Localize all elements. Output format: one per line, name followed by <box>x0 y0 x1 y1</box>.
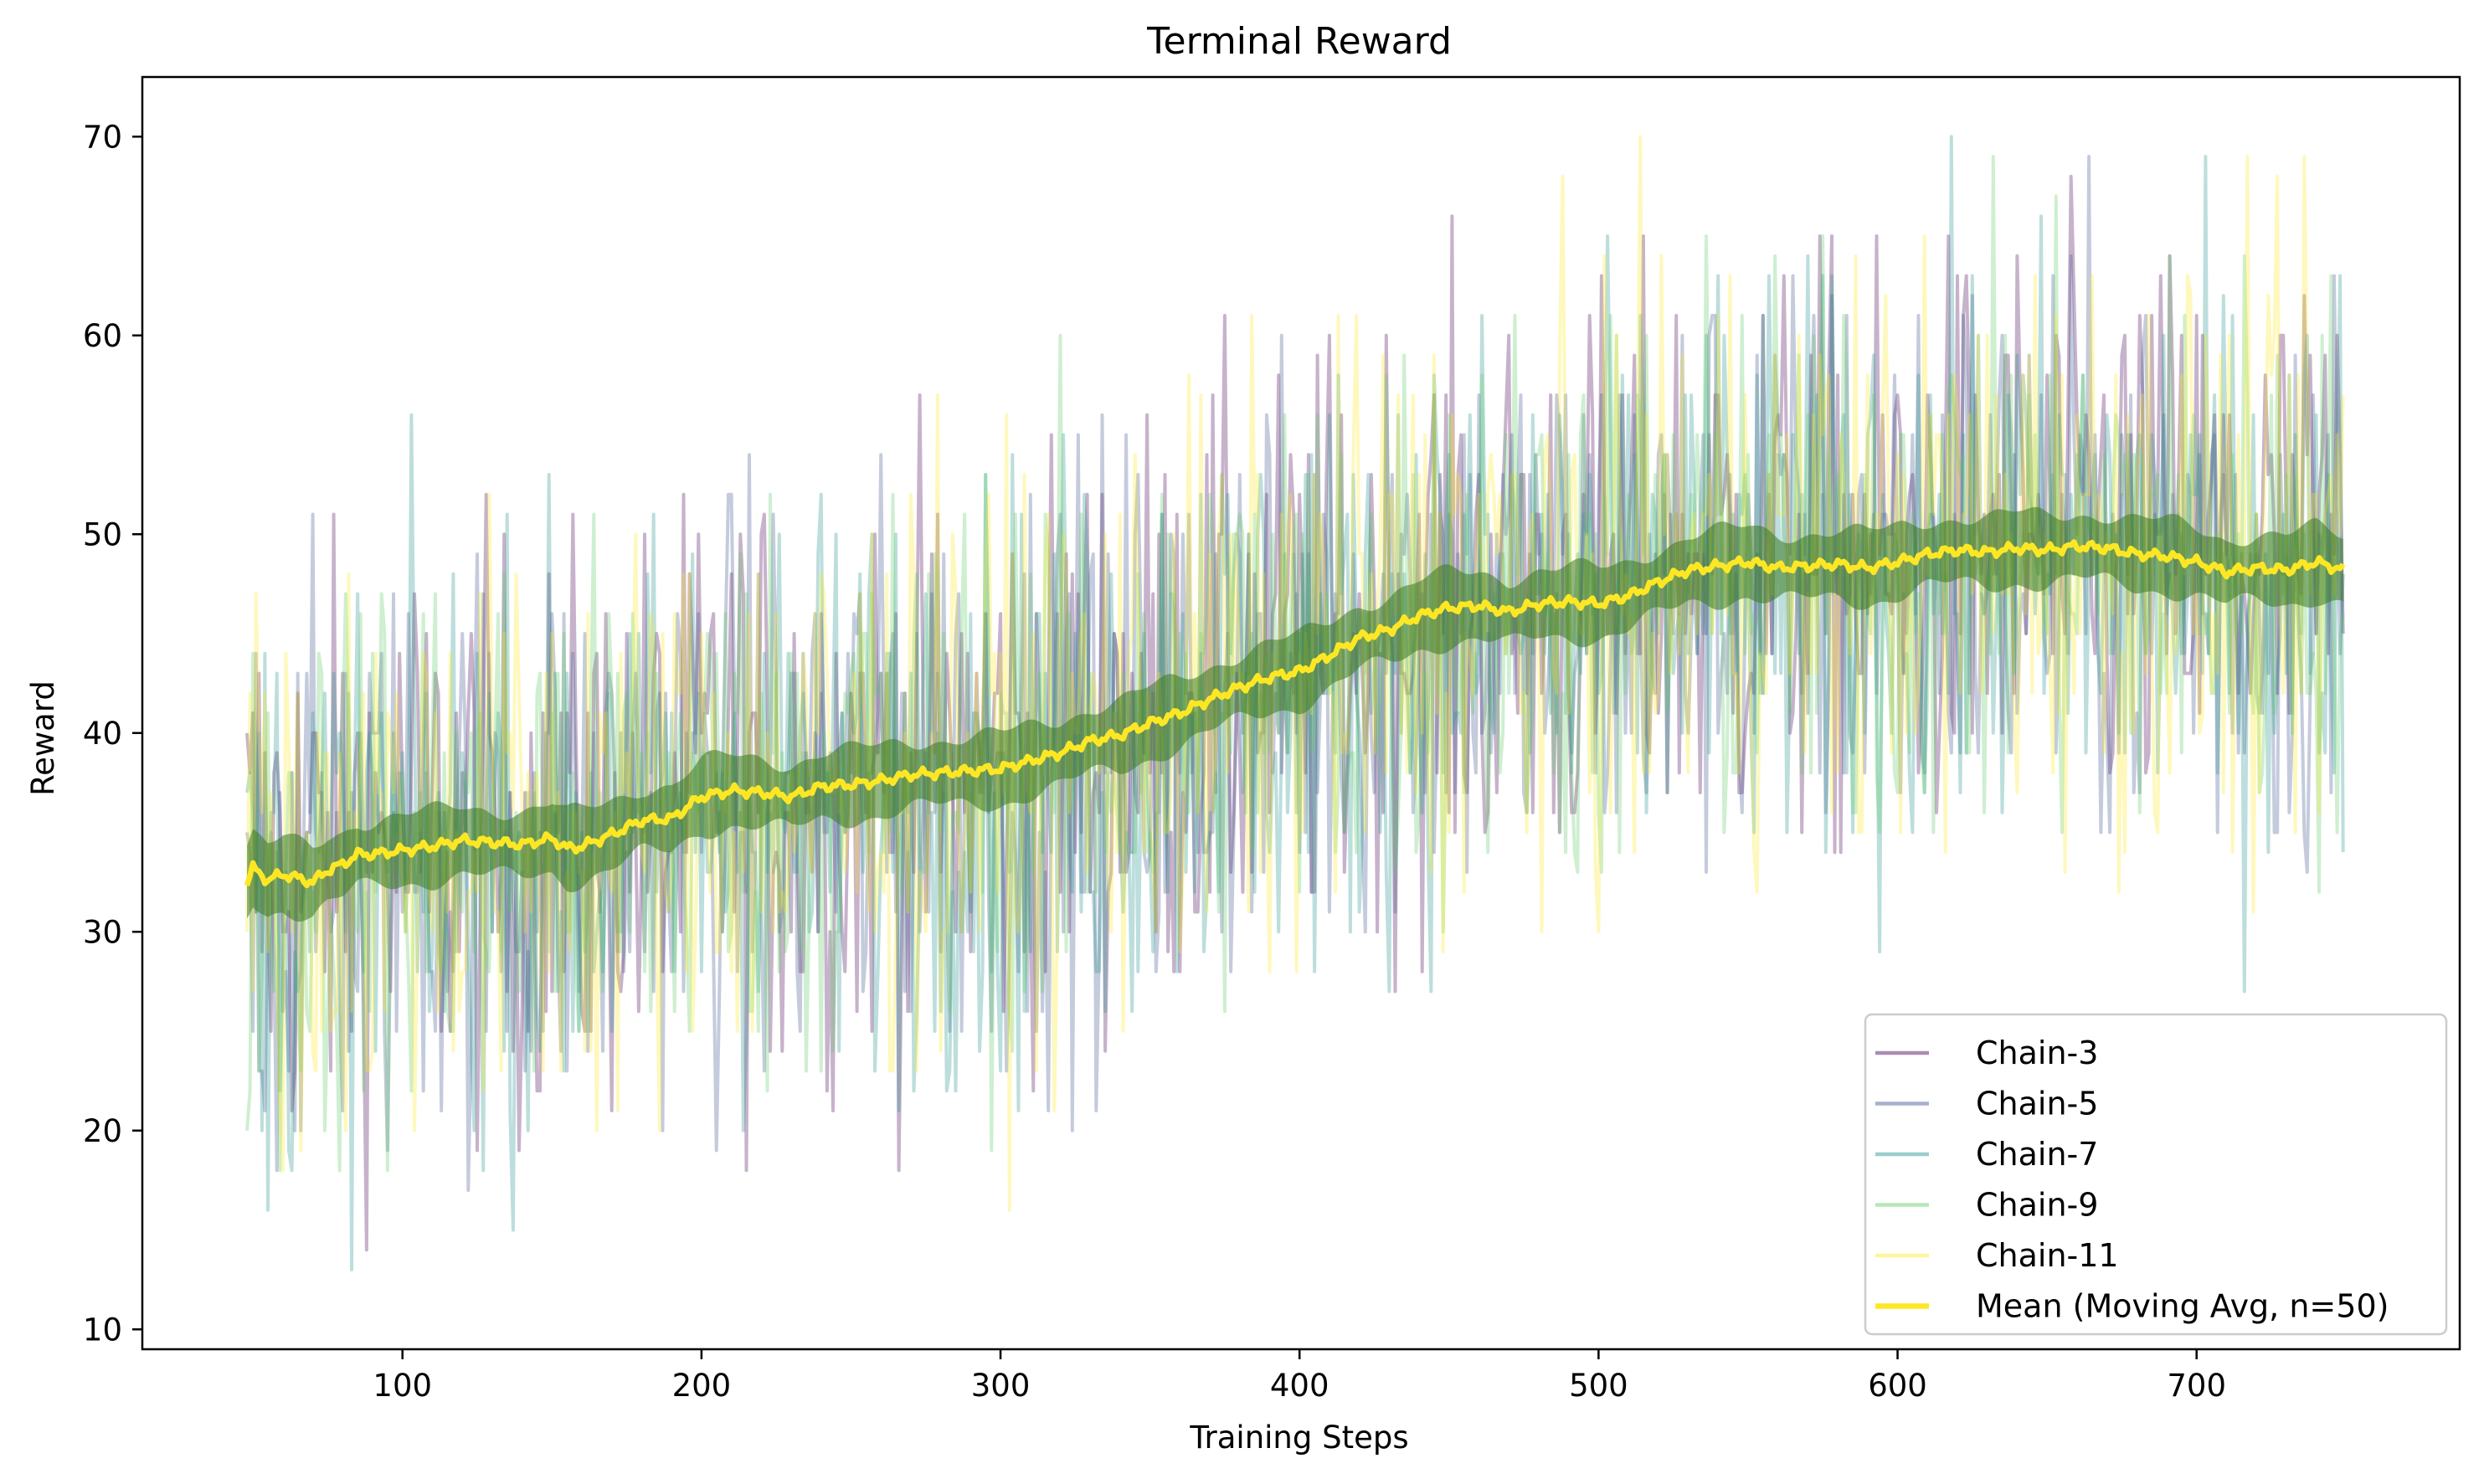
series-line-chain-3 <box>245 174 2345 1252</box>
series-line-chain-11 <box>245 135 2345 1212</box>
x-tick-label: 400 <box>1270 1368 1329 1404</box>
legend-label: Chain-9 <box>1976 1187 2098 1224</box>
x-tick-label: 500 <box>1569 1368 1628 1404</box>
legend-label: Chain-7 <box>1976 1136 2098 1173</box>
y-tick-label: 50 <box>83 516 122 552</box>
legend-label: Mean (Moving Avg, n=50) <box>1976 1288 2389 1325</box>
plot-layer <box>244 135 2346 1271</box>
legend-label: Chain-11 <box>1976 1237 2119 1274</box>
legend-label: Chain-5 <box>1976 1086 2098 1122</box>
x-axis-label: Training Steps <box>1189 1420 1408 1456</box>
x-tick-label: 300 <box>971 1368 1031 1404</box>
legend-box <box>1864 1013 2448 1336</box>
axis-layer: 100 200 300 400 500 600 700 10 20 30 40 50 60 70 <box>83 119 2226 1404</box>
y-tick-label: 60 <box>83 318 122 354</box>
y-tick-label: 70 <box>83 119 122 155</box>
y-tick-label: 20 <box>83 1113 122 1149</box>
mean-confidence-band <box>247 506 2343 922</box>
y-axis-label: Reward <box>25 680 61 796</box>
x-tick-label: 700 <box>2167 1368 2226 1404</box>
y-tick-label: 10 <box>83 1312 122 1348</box>
x-tick-label: 200 <box>672 1368 732 1404</box>
y-tick-label: 40 <box>83 716 122 752</box>
chart-title: Terminal Reward <box>1146 20 1452 63</box>
legend-label: Chain-3 <box>1976 1035 2098 1071</box>
x-tick-label: 600 <box>1868 1368 1927 1404</box>
x-tick-label: 100 <box>373 1368 432 1404</box>
plot-frame <box>141 75 2461 1351</box>
legend: Chain-3 Chain-5 Chain-7 Chain-9 Chain-11 Mean… <box>1864 1013 2448 1336</box>
y-tick-label: 30 <box>83 914 122 950</box>
mean-moving-average-line <box>244 539 2346 889</box>
